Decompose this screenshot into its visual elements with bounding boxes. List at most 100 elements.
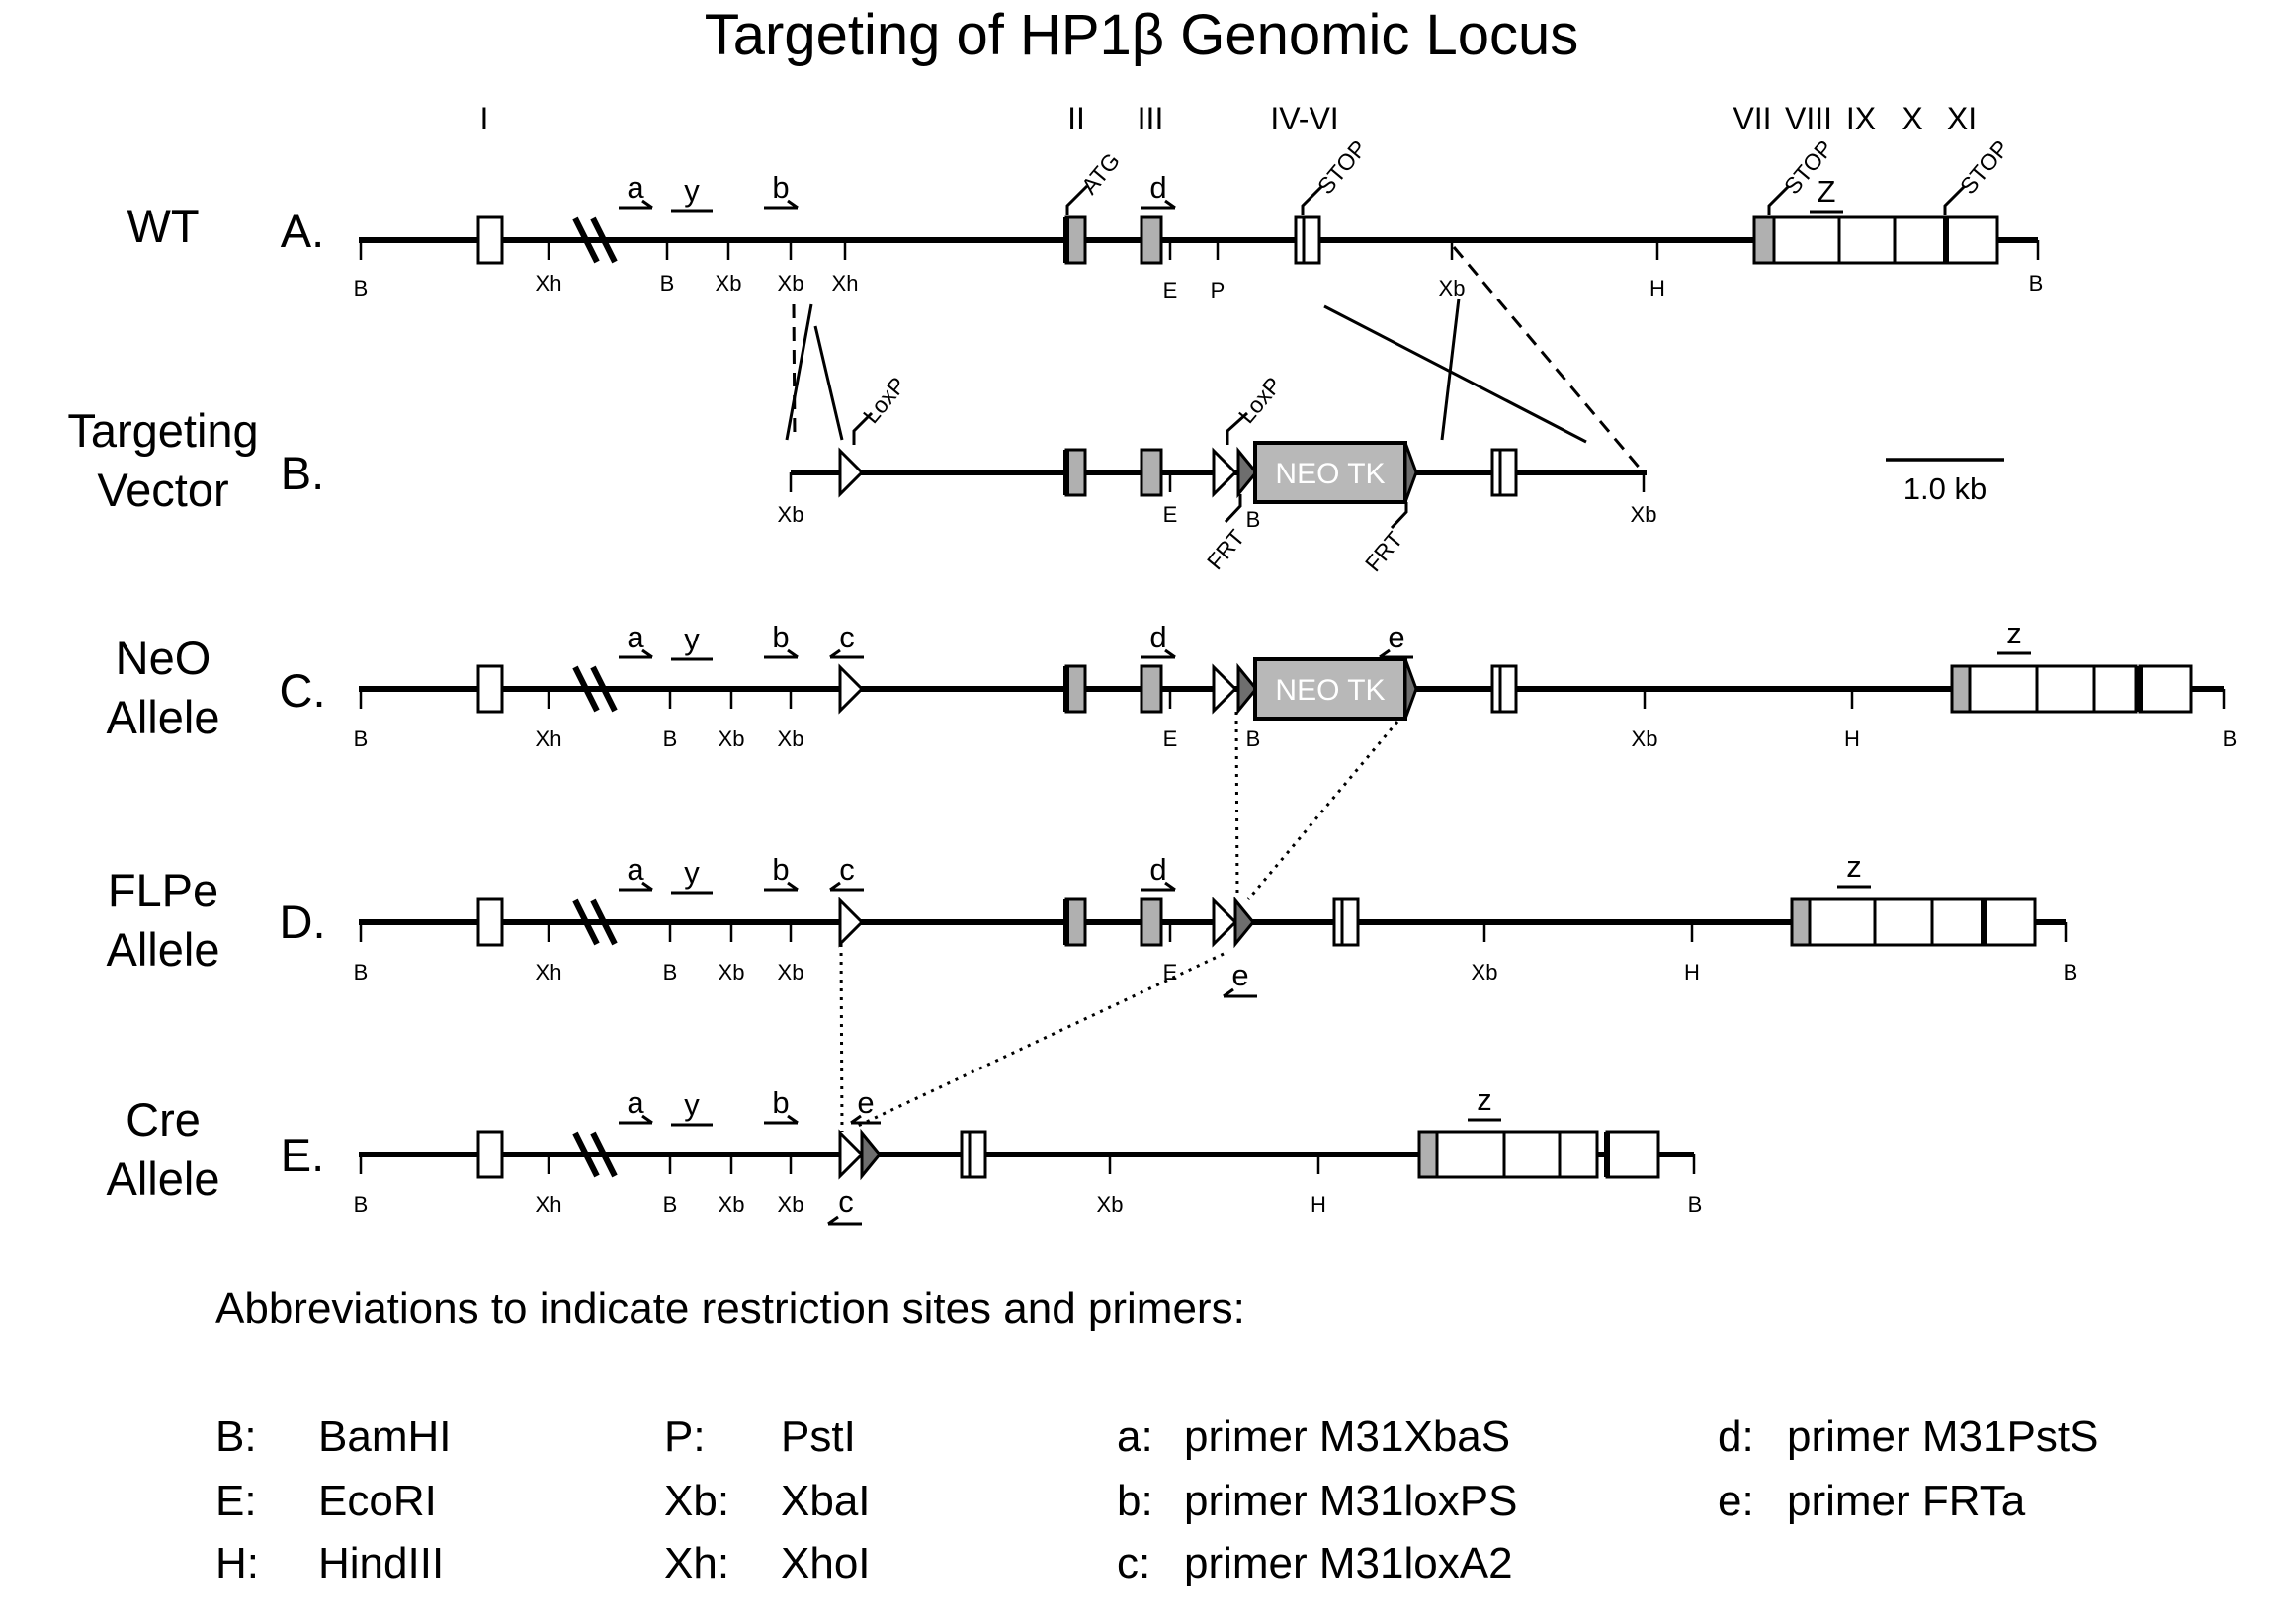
site-label: Xb: [1097, 1192, 1124, 1217]
row-name: Targeting: [67, 404, 258, 457]
excision-dotted: [1234, 711, 1239, 898]
primer-label-e: e: [1388, 620, 1404, 654]
site-label: H: [1684, 960, 1700, 984]
site-label: Xh: [536, 727, 562, 751]
neo-tk-cassette: [1253, 657, 1407, 721]
legend-key: E:: [215, 1477, 257, 1525]
exon-label: IV-VI: [1270, 101, 1338, 136]
primer-label-b: b: [772, 620, 789, 654]
excision-dotted: [839, 943, 844, 1133]
exon-split: [1294, 215, 1321, 265]
frt-site: [1236, 662, 1258, 716]
exon-noncoding: [476, 215, 504, 265]
homology-dash: [792, 303, 797, 441]
exon-noncoding: [2138, 664, 2193, 714]
exon-noncoding: [476, 897, 504, 947]
exon-coding: [1140, 897, 1163, 947]
exon-label: I: [480, 101, 489, 136]
site-label: Xb: [719, 727, 745, 751]
excision-dotted: [855, 952, 1225, 1129]
exon-noncoding: [1944, 215, 1999, 265]
legend-key: H:: [215, 1539, 259, 1587]
neo-tk-label: NEO TK: [1275, 674, 1385, 707]
exon-label: III: [1138, 101, 1164, 136]
primer-label-a: a: [627, 620, 644, 654]
legend-value: primer M31loxPS: [1184, 1477, 1517, 1525]
site-label: Xb: [716, 271, 742, 296]
site-label: Xb: [1472, 960, 1498, 984]
site-label: E: [1163, 502, 1178, 527]
legend-value: XbaI: [781, 1477, 871, 1525]
crossover-line: [1440, 298, 1461, 441]
primer-label-y: y: [684, 622, 700, 656]
legend-key: c:: [1117, 1539, 1150, 1587]
diagram-title: Targeting of HP1β Genomic Locus: [705, 3, 1578, 67]
exon-coding: [1790, 897, 1812, 947]
site-label: H: [1649, 276, 1665, 300]
legend-key: d:: [1718, 1412, 1754, 1461]
exon-noncoding: [2035, 664, 2096, 714]
row-name: FLPe: [108, 864, 218, 916]
site-label: Xb: [1439, 276, 1466, 300]
exon-label: IX: [1846, 101, 1876, 136]
site-label: Xh: [536, 1192, 562, 1217]
site-label: Xh: [832, 271, 859, 296]
site-label: B: [2064, 960, 2078, 984]
legend-value: primer FRTa: [1787, 1477, 2026, 1525]
primer-label-d: d: [1149, 170, 1166, 205]
row-name: Cre: [126, 1093, 201, 1146]
primer-arrow: [829, 881, 841, 892]
site-label: B: [1688, 1192, 1703, 1217]
primer-label-b: b: [772, 170, 789, 205]
site-label: Xb: [1631, 502, 1657, 527]
site-label: B: [354, 1192, 369, 1217]
primer-arrow: [829, 648, 841, 659]
exon-coding: [1752, 215, 1776, 265]
primer-arrow: [1164, 199, 1176, 210]
primer-label-a: a: [627, 852, 644, 887]
exon-noncoding: [2092, 664, 2138, 714]
site-label: P: [1211, 278, 1226, 302]
row-letter: E.: [281, 1129, 324, 1181]
legend-value: primer M31loxA2: [1184, 1539, 1513, 1587]
primer-arrow: [641, 199, 653, 210]
site-label: Xb: [778, 960, 804, 984]
primer-arrow: [787, 1114, 799, 1125]
primer-arrow: [850, 1114, 862, 1125]
exon-coding: [1140, 664, 1163, 714]
legend-value: primer M31PstS: [1787, 1412, 2098, 1461]
break-mark: [572, 216, 600, 264]
legend-key: Xb:: [664, 1477, 729, 1525]
primer-label-a: a: [627, 170, 644, 205]
loxp-site: [1212, 663, 1238, 715]
primer-arrow: [1164, 881, 1176, 892]
site-label: Xb: [778, 271, 804, 296]
exon-label: XI: [1947, 101, 1977, 136]
annotation-frt: FRT: [1202, 525, 1249, 575]
site-label: B: [1246, 727, 1261, 751]
legend-value: XhoI: [781, 1539, 871, 1587]
crossover-line: [813, 325, 844, 441]
legend-value: primer M31XbaS: [1184, 1412, 1510, 1461]
exon-noncoding: [476, 664, 504, 714]
frt-site: [860, 1128, 882, 1181]
site-label: B: [354, 960, 369, 984]
loxp-site: [838, 1129, 865, 1180]
row-name: Vector: [97, 464, 228, 516]
annotation-flag: [1943, 184, 1967, 215]
site-label: B: [660, 271, 675, 296]
exon-noncoding: [1968, 664, 2039, 714]
exon-label: X: [1902, 101, 1922, 136]
site-label: B: [663, 960, 678, 984]
row-name: Allele: [107, 923, 220, 976]
break-mark: [590, 665, 618, 713]
legend-value: HindIII: [318, 1539, 444, 1587]
loxp-site: [1212, 447, 1238, 498]
break-mark: [590, 1131, 618, 1178]
break-mark: [572, 1131, 600, 1178]
exon-split: [960, 1130, 987, 1179]
primer-arrow: [1379, 648, 1391, 659]
site-label: B: [1246, 507, 1261, 532]
row-letter: A.: [281, 205, 324, 257]
